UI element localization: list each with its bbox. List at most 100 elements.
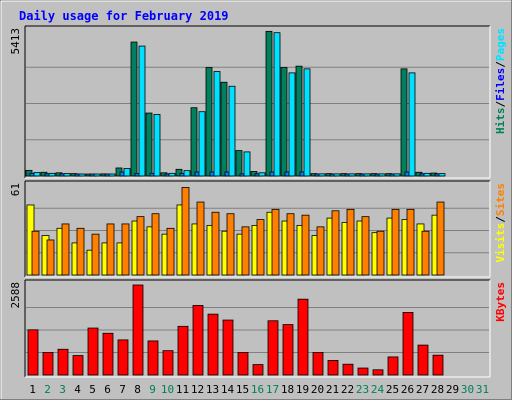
- bar-sites-day-9: [151, 213, 160, 276]
- bar-kbytes-day-17: [267, 320, 279, 376]
- bar-pages-day-4: [78, 173, 86, 177]
- panel-visits: 61 Visits/Sites: [9, 180, 507, 278]
- legend-item: Files: [494, 68, 507, 101]
- day-label-5: 5: [89, 383, 96, 396]
- bar-pages-day-22: [348, 173, 356, 177]
- bar-kbytes-day-28: [432, 354, 444, 376]
- bar-sites-day-23: [361, 216, 370, 276]
- bar-sites-day-15: [241, 226, 250, 276]
- bar-kbytes-day-23: [357, 367, 369, 376]
- bar-hits-day-11: [175, 168, 183, 177]
- bar-pages-day-21: [333, 173, 341, 177]
- day-label-29: 29: [446, 383, 459, 396]
- day-label-8: 8: [134, 383, 141, 396]
- bar-hits-day-8: [130, 41, 138, 177]
- legend-item: KBytes: [494, 282, 507, 322]
- bar-sites-day-24: [376, 230, 385, 276]
- bar-sites-day-22: [346, 208, 355, 276]
- bar-pages-day-25: [393, 173, 401, 177]
- panel-max-label: 2588: [9, 282, 22, 309]
- bar-hits-day-9: [145, 112, 153, 177]
- bar-pages-day-15: [243, 151, 251, 177]
- bar-pages-day-14: [228, 85, 236, 177]
- day-label-13: 13: [206, 383, 219, 396]
- bar-pages-day-17: [273, 32, 281, 177]
- legend-item: Sites: [494, 183, 507, 216]
- bar-kbytes-day-22: [342, 363, 354, 376]
- bar-kbytes-day-20: [312, 351, 324, 376]
- day-label-24: 24: [371, 383, 385, 396]
- bar-sites-day-18: [286, 213, 295, 276]
- bar-pages-day-5: [93, 173, 101, 177]
- bar-pages-day-28: [438, 173, 446, 177]
- bar-sites-day-6: [106, 223, 115, 276]
- day-label-14: 14: [221, 383, 235, 396]
- bar-sites-day-27: [421, 230, 430, 276]
- bar-kbytes-day-11: [177, 325, 189, 376]
- bar-kbytes-day-19: [297, 298, 309, 376]
- day-label-23: 23: [356, 383, 369, 396]
- bar-pages-day-26: [408, 72, 416, 177]
- day-label-3: 3: [59, 383, 66, 396]
- chart-title: Daily usage for February 2019: [19, 9, 229, 23]
- day-label-7: 7: [119, 383, 126, 396]
- bar-sites-day-3: [61, 223, 70, 276]
- day-label-1: 1: [29, 383, 36, 396]
- bar-kbytes-day-1: [27, 329, 39, 376]
- day-label-18: 18: [281, 383, 294, 396]
- day-label-27: 27: [416, 383, 429, 396]
- bar-hits-day-15: [235, 150, 243, 177]
- bar-pages-day-6: [108, 173, 116, 177]
- legend-item: Visits: [494, 223, 507, 263]
- day-label-4: 4: [74, 383, 81, 396]
- day-label-16: 16: [251, 383, 264, 396]
- panel-max-label: 5413: [9, 28, 22, 55]
- bar-sites-day-4: [76, 227, 85, 276]
- bar-kbytes-day-21: [327, 359, 339, 376]
- bar-sites-day-1: [31, 230, 40, 276]
- day-label-6: 6: [104, 383, 111, 396]
- bar-hits-day-17: [265, 30, 273, 177]
- day-label-15: 15: [236, 383, 249, 396]
- day-label-21: 21: [326, 383, 339, 396]
- bar-kbytes-day-16: [252, 364, 264, 376]
- bar-hits-day-14: [220, 81, 228, 177]
- bar-kbytes-day-24: [372, 369, 384, 376]
- bar-sites-day-25: [391, 208, 400, 276]
- bar-pages-day-2: [48, 172, 56, 177]
- bar-pages-day-18: [288, 72, 296, 177]
- bar-hits-day-18: [280, 67, 288, 177]
- bar-kbytes-day-25: [387, 356, 399, 376]
- bar-sites-day-12: [196, 201, 205, 276]
- bar-kbytes-day-6: [102, 332, 114, 376]
- bar-pages-day-11: [183, 170, 191, 177]
- bar-sites-day-8: [136, 216, 145, 276]
- bar-sites-day-19: [301, 214, 310, 276]
- bar-sites-day-5: [91, 233, 100, 276]
- bar-kbytes-day-26: [402, 312, 414, 376]
- day-label-10: 10: [161, 383, 174, 396]
- bar-sites-day-7: [121, 223, 130, 276]
- day-label-28: 28: [431, 383, 444, 396]
- bar-sites-day-11: [181, 187, 190, 276]
- bar-pages-day-3: [63, 173, 71, 177]
- plot-area: [25, 26, 490, 178]
- bar-kbytes-day-12: [192, 305, 204, 376]
- bar-kbytes-day-9: [147, 340, 159, 376]
- bar-kbytes-day-13: [207, 313, 219, 376]
- bar-pages-day-20: [318, 173, 326, 177]
- day-label-22: 22: [341, 383, 354, 396]
- bar-sites-day-10: [166, 227, 175, 276]
- bar-pages-day-24: [378, 173, 386, 177]
- bar-hits-day-13: [205, 67, 213, 177]
- panel-kbytes: 2588 KBytes: [9, 279, 507, 378]
- bar-hits-day-12: [190, 107, 198, 177]
- bar-pages-day-10: [168, 172, 176, 177]
- day-label-20: 20: [311, 383, 324, 396]
- day-label-26: 26: [401, 383, 414, 396]
- day-label-2: 2: [44, 383, 51, 396]
- day-label-9: 9: [149, 383, 156, 396]
- legend-separator: /: [494, 101, 507, 108]
